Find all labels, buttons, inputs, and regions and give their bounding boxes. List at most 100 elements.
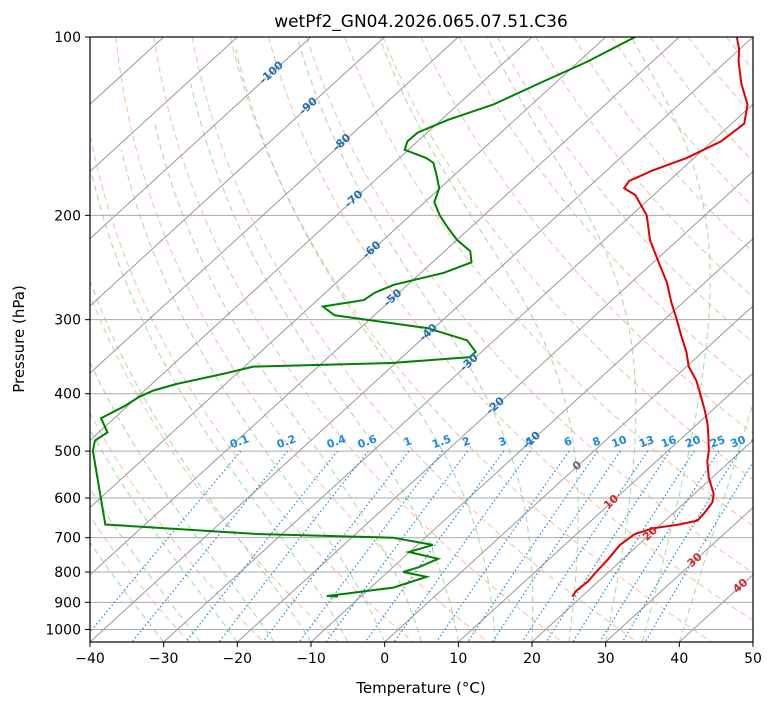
dry-adiabat [420,37,753,435]
isotherm-line [457,372,753,642]
y-tick-label: 300 [54,313,81,329]
x-tick-label: 40 [670,651,688,667]
mixing-ratio-label: 0.4 [325,432,348,451]
dry-adiabat [153,37,563,642]
moist-adiabat [190,83,459,642]
moist-adiabat [90,428,238,642]
mixing-ratio-label: 30 [729,433,748,451]
moist-adiabat [678,401,753,642]
isotherm-line [605,506,753,642]
mixing-ratio-line [298,450,444,642]
mixing-ratio-line [491,450,621,642]
mixing-ratio-label: 2 [460,434,472,449]
moist-adiabat [486,37,637,642]
moist-adiabat [91,173,349,642]
y-tick-label: 200 [54,208,81,224]
mixing-ratio-line [131,450,289,642]
dry-adiabat [306,37,753,574]
dry-adiabat [344,37,753,527]
dewpoint-profile-line [91,37,636,598]
y-tick-label: 700 [54,531,81,547]
x-axis-title: Temperature (°C) [355,679,485,697]
mixing-ratio-line [218,450,369,642]
y-tick-label: 400 [54,387,81,403]
mixing-ratio-line [262,450,410,642]
dry-adiabat [115,37,488,642]
isotherm-line [384,305,753,642]
isotherm-line [236,170,753,642]
isotherm-line [90,37,312,240]
mixing-ratio-label: 8 [591,434,603,449]
temperature-profile-line [571,37,749,598]
mixing-ratio-line [599,450,720,642]
mixing-ratio-label: 25 [708,433,727,450]
mixing-ratio-line [621,450,740,642]
isotherm-line [90,37,753,642]
mixing-ratio-label: 13 [637,433,656,450]
y-tick-label: 900 [54,595,81,611]
mixing-ratio-label: 1.5 [430,432,453,451]
isotherm-line [310,237,753,642]
moist-adiabat [235,49,496,642]
x-tick-label: 0 [380,651,389,667]
x-tick-label: 30 [597,651,615,667]
isotherm-line [752,641,753,642]
dry-adiabat [535,37,753,298]
mixing-ratio-label: 36 [749,433,768,451]
mixing-ratio-label: 4 [523,434,535,449]
isotherm-line [90,37,459,374]
x-tick-label: −30 [149,651,179,667]
y-tick-label: 800 [54,565,81,581]
y-tick-label: 500 [54,444,81,460]
dry-adiabat [229,37,712,642]
mixing-ratio-line [90,450,242,634]
moist-adiabat [90,279,312,642]
isotherm-line [90,37,680,576]
isotherm-line [90,37,386,307]
dry-adiabat [765,37,775,642]
mixing-ratio-label: 1 [402,434,414,449]
isotherm-label: -100 [257,58,286,86]
mixing-ratio-line [644,461,753,642]
mixing-ratio-line [435,450,570,642]
dry-adiabat [649,37,753,163]
plot-frame [89,36,754,643]
dry-adiabat [496,37,753,344]
y-tick-label: 600 [54,491,81,507]
axes: −40 −30 −20 −10 0 10 20 30 40 5010020030040050060… [45,30,762,667]
dry-adiabat [90,412,264,642]
y-tick-label: 100 [54,30,81,46]
dry-adiabat [726,37,753,71]
dry-adiabat [268,37,753,622]
dry-adiabat [687,37,753,117]
mixing-ratio-line [185,450,339,642]
x-tick-label: −10 [296,651,326,667]
dry-adiabat [382,37,753,480]
dry-adiabat [90,131,414,642]
mixing-ratio-line [325,450,468,642]
x-tick-label: 20 [523,651,541,667]
moist-adiabat [630,37,711,642]
isotherm-line [90,37,607,509]
mixing-ratio-label: 0.6 [356,432,379,451]
y-tick-label: 1000 [45,622,81,638]
mixing-ratio-label: 6 [562,434,574,449]
isotherm-line [90,37,533,442]
dry-adiabat [90,515,190,642]
dry-adiabat [191,37,638,642]
moist-adiabat [90,487,201,642]
moist-adiabat [120,149,386,642]
plot-area: -100-90-80-70-60-50-40-30-20-10010203040… [90,37,775,642]
mixing-ratio-line [545,450,671,642]
mixing-ratio-line [364,450,505,642]
moist-adiabat [296,37,534,642]
mixing-ratio-label: 20 [683,433,702,451]
y-axis-title: Pressure (hPa) [10,285,28,393]
mixing-ratio-label: 0.1 [228,432,251,451]
isotherm-line [531,439,753,642]
x-tick-label: −40 [75,651,105,667]
mixing-ratio-line [572,450,695,642]
moist-adiabat [154,123,422,642]
isotherm-line [163,103,753,642]
